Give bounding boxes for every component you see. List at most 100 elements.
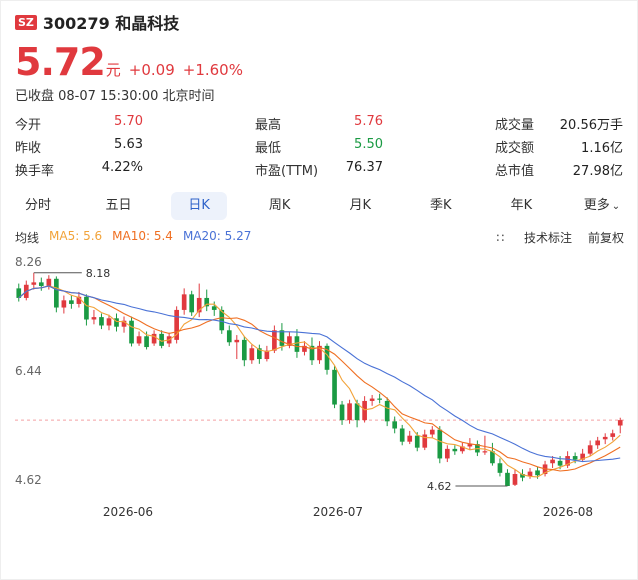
candle-body [136, 336, 142, 344]
tab-intraday[interactable]: 分时 [24, 198, 51, 213]
candle-body [407, 435, 413, 442]
candle [347, 399, 352, 424]
candle [249, 344, 255, 364]
candle [84, 294, 89, 326]
stats-row: 换手率 4.22% 市盈(TTM) 76.37 总市值 27.98亿 [15, 158, 625, 181]
candle [189, 290, 195, 316]
candle [392, 416, 398, 434]
tab-yearly-k[interactable]: 年K [510, 198, 533, 213]
candle [452, 445, 458, 455]
indicator-button[interactable]: ∷ 技术标注 [496, 231, 572, 245]
candle [384, 397, 390, 427]
candle-body [557, 460, 563, 466]
candle [505, 469, 510, 486]
stats-row: 今开 5.70 最高 5.76 成交量 20.56万手 [15, 112, 625, 135]
candle [497, 458, 503, 477]
ma-legend: 均线 MA5: 5.6 MA10: 5.4 MA20: 5.27 [15, 229, 261, 246]
candle-body [174, 309, 179, 340]
candle-body [527, 471, 533, 477]
candle [151, 330, 157, 346]
candle-body [38, 282, 44, 286]
candle-body [91, 317, 97, 320]
tab-five-day[interactable]: 五日 [105, 198, 132, 213]
candle [527, 468, 533, 479]
candle-body [76, 296, 82, 304]
candle-body [460, 446, 465, 452]
candle-body [384, 400, 390, 422]
candle [482, 435, 488, 455]
candle [422, 429, 428, 451]
tab-weekly-k[interactable]: 周K [268, 198, 291, 213]
candle-body [181, 294, 187, 310]
candle-body [302, 345, 307, 352]
candle-body [211, 306, 217, 310]
ma5-line [18, 285, 621, 478]
stock-name[interactable]: 300279 和晶科技 [42, 14, 180, 33]
candle-body [377, 398, 382, 400]
candle [460, 442, 465, 454]
candle [272, 325, 277, 354]
stat-market-cap: 总市值 27.98亿 [495, 164, 623, 179]
tab-monthly-k[interactable]: 月K [349, 198, 372, 213]
price-change: +0.09 [128, 61, 175, 79]
candle-body [121, 320, 127, 327]
candle [617, 417, 623, 434]
candle [54, 276, 59, 313]
market-status: 已收盘 08-07 15:30:00 北京时间 [15, 89, 215, 104]
candle [444, 445, 450, 463]
ma-label: 均线 [15, 231, 40, 245]
ma20-line [18, 285, 621, 463]
candle-body [422, 434, 428, 448]
price-unit: 元 [105, 61, 121, 79]
adjust-button[interactable]: 前复权 [587, 231, 624, 245]
x-tick-label: 2026-08 [543, 505, 593, 519]
candle [429, 426, 435, 439]
candle-body [610, 433, 616, 437]
ma10-line [18, 285, 621, 472]
candle [354, 399, 360, 428]
candle-body [114, 318, 119, 327]
candle-body [241, 339, 247, 361]
candle [106, 314, 112, 331]
candle-body [437, 429, 443, 459]
stats-grid: 今开 5.70 最高 5.76 成交量 20.56万手 昨收 5.63 最低 5.50 成… [15, 112, 625, 181]
stat-volume: 成交量 20.56万手 [495, 118, 623, 133]
candle-body [429, 429, 435, 435]
x-tick-label: 2026-06 [103, 505, 153, 519]
stat-prev-close: 昨收 5.63 [15, 137, 143, 156]
tab-quarterly-k[interactable]: 季K [430, 198, 452, 213]
candle-body [264, 350, 270, 360]
candle [512, 469, 518, 486]
x-tick-label: 2026-07 [313, 505, 363, 519]
candle [257, 344, 262, 364]
price-change-pct: +1.60% [182, 61, 243, 79]
y-tick-label: 6.44 [15, 364, 42, 378]
candle [16, 283, 22, 302]
candle [587, 440, 593, 457]
candle-body [294, 336, 300, 352]
candle-body [106, 318, 112, 326]
candle [339, 400, 345, 425]
chevron-down-icon: ⌄ [611, 201, 621, 212]
candle [550, 456, 555, 469]
candle [121, 316, 127, 333]
candle-body [16, 288, 22, 298]
candle-body [565, 456, 570, 466]
tab-daily-k[interactable]: 日K [171, 192, 228, 220]
candle-body [287, 336, 292, 346]
candle-body [249, 348, 255, 361]
kline-chart[interactable]: 8.26 6.44 4.62 2026-06 2026-07 2026-08 8.18 4.… [0, 250, 638, 530]
candle-body [234, 339, 240, 343]
candle-body [595, 440, 601, 446]
candle [181, 288, 187, 315]
candle-body [414, 435, 420, 448]
candle [309, 337, 315, 366]
candle-body [189, 294, 195, 313]
candle [369, 394, 375, 406]
candle-body [196, 297, 202, 313]
candle-body [444, 448, 450, 459]
candle-body [362, 400, 367, 421]
period-tabs: 分时 五日 日K 周K 月K 季K 年K 更多 ⌄ [10, 192, 630, 220]
tab-more[interactable]: 更多 ⌄ [574, 192, 630, 220]
candle-body [129, 320, 134, 344]
